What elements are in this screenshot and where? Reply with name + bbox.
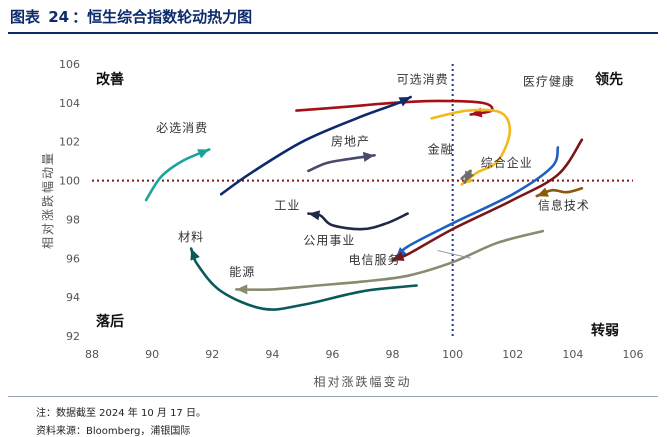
- series-trail-3: [307, 154, 376, 173]
- y-tick-label: 92: [66, 330, 80, 343]
- series-label: 金融: [428, 141, 454, 156]
- x-tick-label: 92: [205, 348, 219, 361]
- series-label: 可选消费: [397, 72, 449, 86]
- series-arrowhead-2: [197, 149, 210, 159]
- series-arrowhead-5: [190, 248, 200, 261]
- series-trail-8: [394, 146, 560, 260]
- y-tick-label: 104: [59, 97, 80, 110]
- x-tick-label: 94: [265, 348, 279, 361]
- series-label: 电信服务: [349, 252, 401, 267]
- y-tick-label: 102: [59, 136, 80, 149]
- label-leader-line: [437, 250, 471, 259]
- quadrant-label: 改善: [96, 71, 124, 88]
- quadrant-label: 领先: [595, 71, 623, 88]
- reference-lines: [92, 64, 633, 336]
- series-label: 房地产: [331, 134, 370, 149]
- footer-source: 资料来源：Bloomberg，浦银国际: [36, 426, 191, 437]
- series-label: 必选消费: [156, 121, 208, 135]
- x-tick-label: 90: [145, 348, 159, 361]
- series-trail-9: [391, 138, 584, 262]
- series-trail-7: [219, 95, 412, 196]
- series-arrowhead-7: [398, 97, 411, 107]
- series-label: 材料: [178, 230, 204, 244]
- series-arrowhead-10: [536, 187, 549, 197]
- series-trail-2: [144, 148, 211, 202]
- series-arrowhead-9: [392, 251, 405, 261]
- y-tick-label: 106: [59, 58, 80, 71]
- figure-title-text: 恒生综合指数轮动热力图: [87, 8, 253, 26]
- footer-rule: [8, 396, 658, 397]
- rotation-chart: 88 90 92 94 96 98 100 102 104 106 92 94 96 98 100 102 10…: [40, 58, 644, 389]
- series-trail-6: [235, 229, 545, 291]
- quadrant-label: 转弱: [591, 322, 619, 339]
- chart-axes: 88 90 92 94 96 98 100 102 104 106 92 94 96 98 100 102 10…: [40, 58, 644, 389]
- x-tick-label: 100: [442, 348, 463, 361]
- chart-series: [144, 95, 584, 311]
- footer-note: 注：数据截至 2024 年 10 月 17 日。: [36, 408, 206, 419]
- series-arrowhead-11: [464, 170, 475, 183]
- series-label: 信息技术: [538, 198, 590, 213]
- series-label: 工业: [274, 199, 300, 213]
- x-axis-title: 相对涨跌幅变动: [313, 374, 411, 389]
- series-label: 综合企业: [481, 155, 533, 170]
- series-arrowhead-6: [236, 284, 248, 295]
- title-rule: [8, 32, 658, 34]
- series-label: 公用事业: [303, 234, 355, 248]
- series-arrowhead-4: [308, 210, 321, 221]
- figure-label: 图表: [10, 8, 41, 26]
- y-axis-title: 相对涨跌幅动量: [40, 151, 55, 249]
- y-tick-label: 94: [66, 291, 80, 304]
- x-tick-label: 104: [562, 348, 583, 361]
- x-tick-label: 98: [386, 348, 400, 361]
- x-tick-label: 88: [85, 348, 99, 361]
- y-tick-label: 98: [66, 213, 80, 226]
- y-tick-label: 96: [66, 252, 80, 265]
- x-tick-label: 106: [623, 348, 644, 361]
- x-tick-label: 96: [325, 348, 339, 361]
- series-label: 能源: [229, 265, 255, 279]
- y-tick-label: 100: [59, 175, 80, 188]
- quadrant-label: 落后: [96, 313, 124, 330]
- series-label: 医疗健康: [523, 73, 575, 88]
- figure-title: 图表 24 ：恒生综合指数轮动热力图: [10, 6, 252, 27]
- series-trail-1: [430, 108, 512, 186]
- x-tick-label: 102: [502, 348, 523, 361]
- series-trail-4: [307, 212, 409, 231]
- series-trail-5: [189, 247, 418, 311]
- figure-colon: ：: [72, 8, 88, 26]
- series-arrowhead-3: [362, 151, 375, 162]
- figure-number: 24: [48, 8, 70, 26]
